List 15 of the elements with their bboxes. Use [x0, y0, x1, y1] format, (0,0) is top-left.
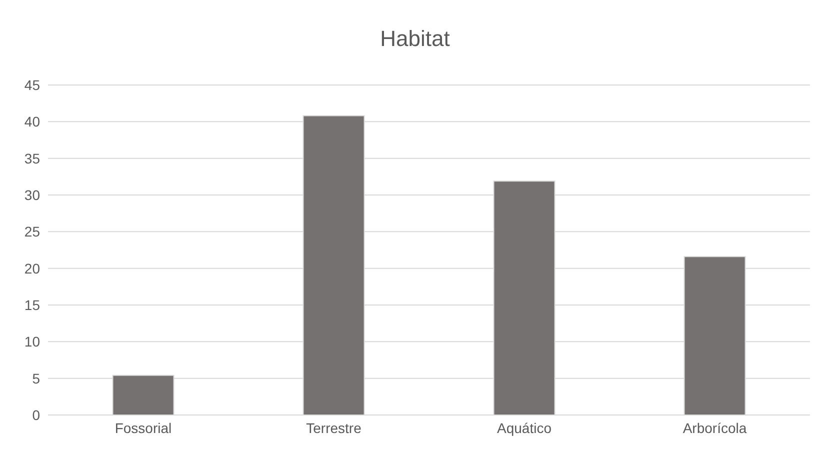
x-tick-label: Fossorial [114, 420, 172, 436]
y-tick-label: 30 [24, 186, 40, 203]
y-tick-label: 20 [24, 260, 40, 276]
y-tick-label: 40 [24, 114, 40, 130]
y-tick-label: 15 [24, 296, 40, 313]
y-tick-label: 10 [24, 334, 40, 350]
chart-title: Habitat [379, 26, 451, 52]
x-tick-label: Arborícola [682, 420, 747, 436]
y-tick-label: 25 [24, 224, 40, 240]
y-tick-label: 5 [32, 370, 40, 386]
y-tick-label: 45 [24, 76, 40, 93]
x-tick-label: Terrestre [306, 420, 362, 436]
y-tick-label: 35 [24, 150, 40, 166]
x-tick-label: Aquático [497, 420, 552, 436]
y-tick-label: 0 [32, 406, 40, 423]
